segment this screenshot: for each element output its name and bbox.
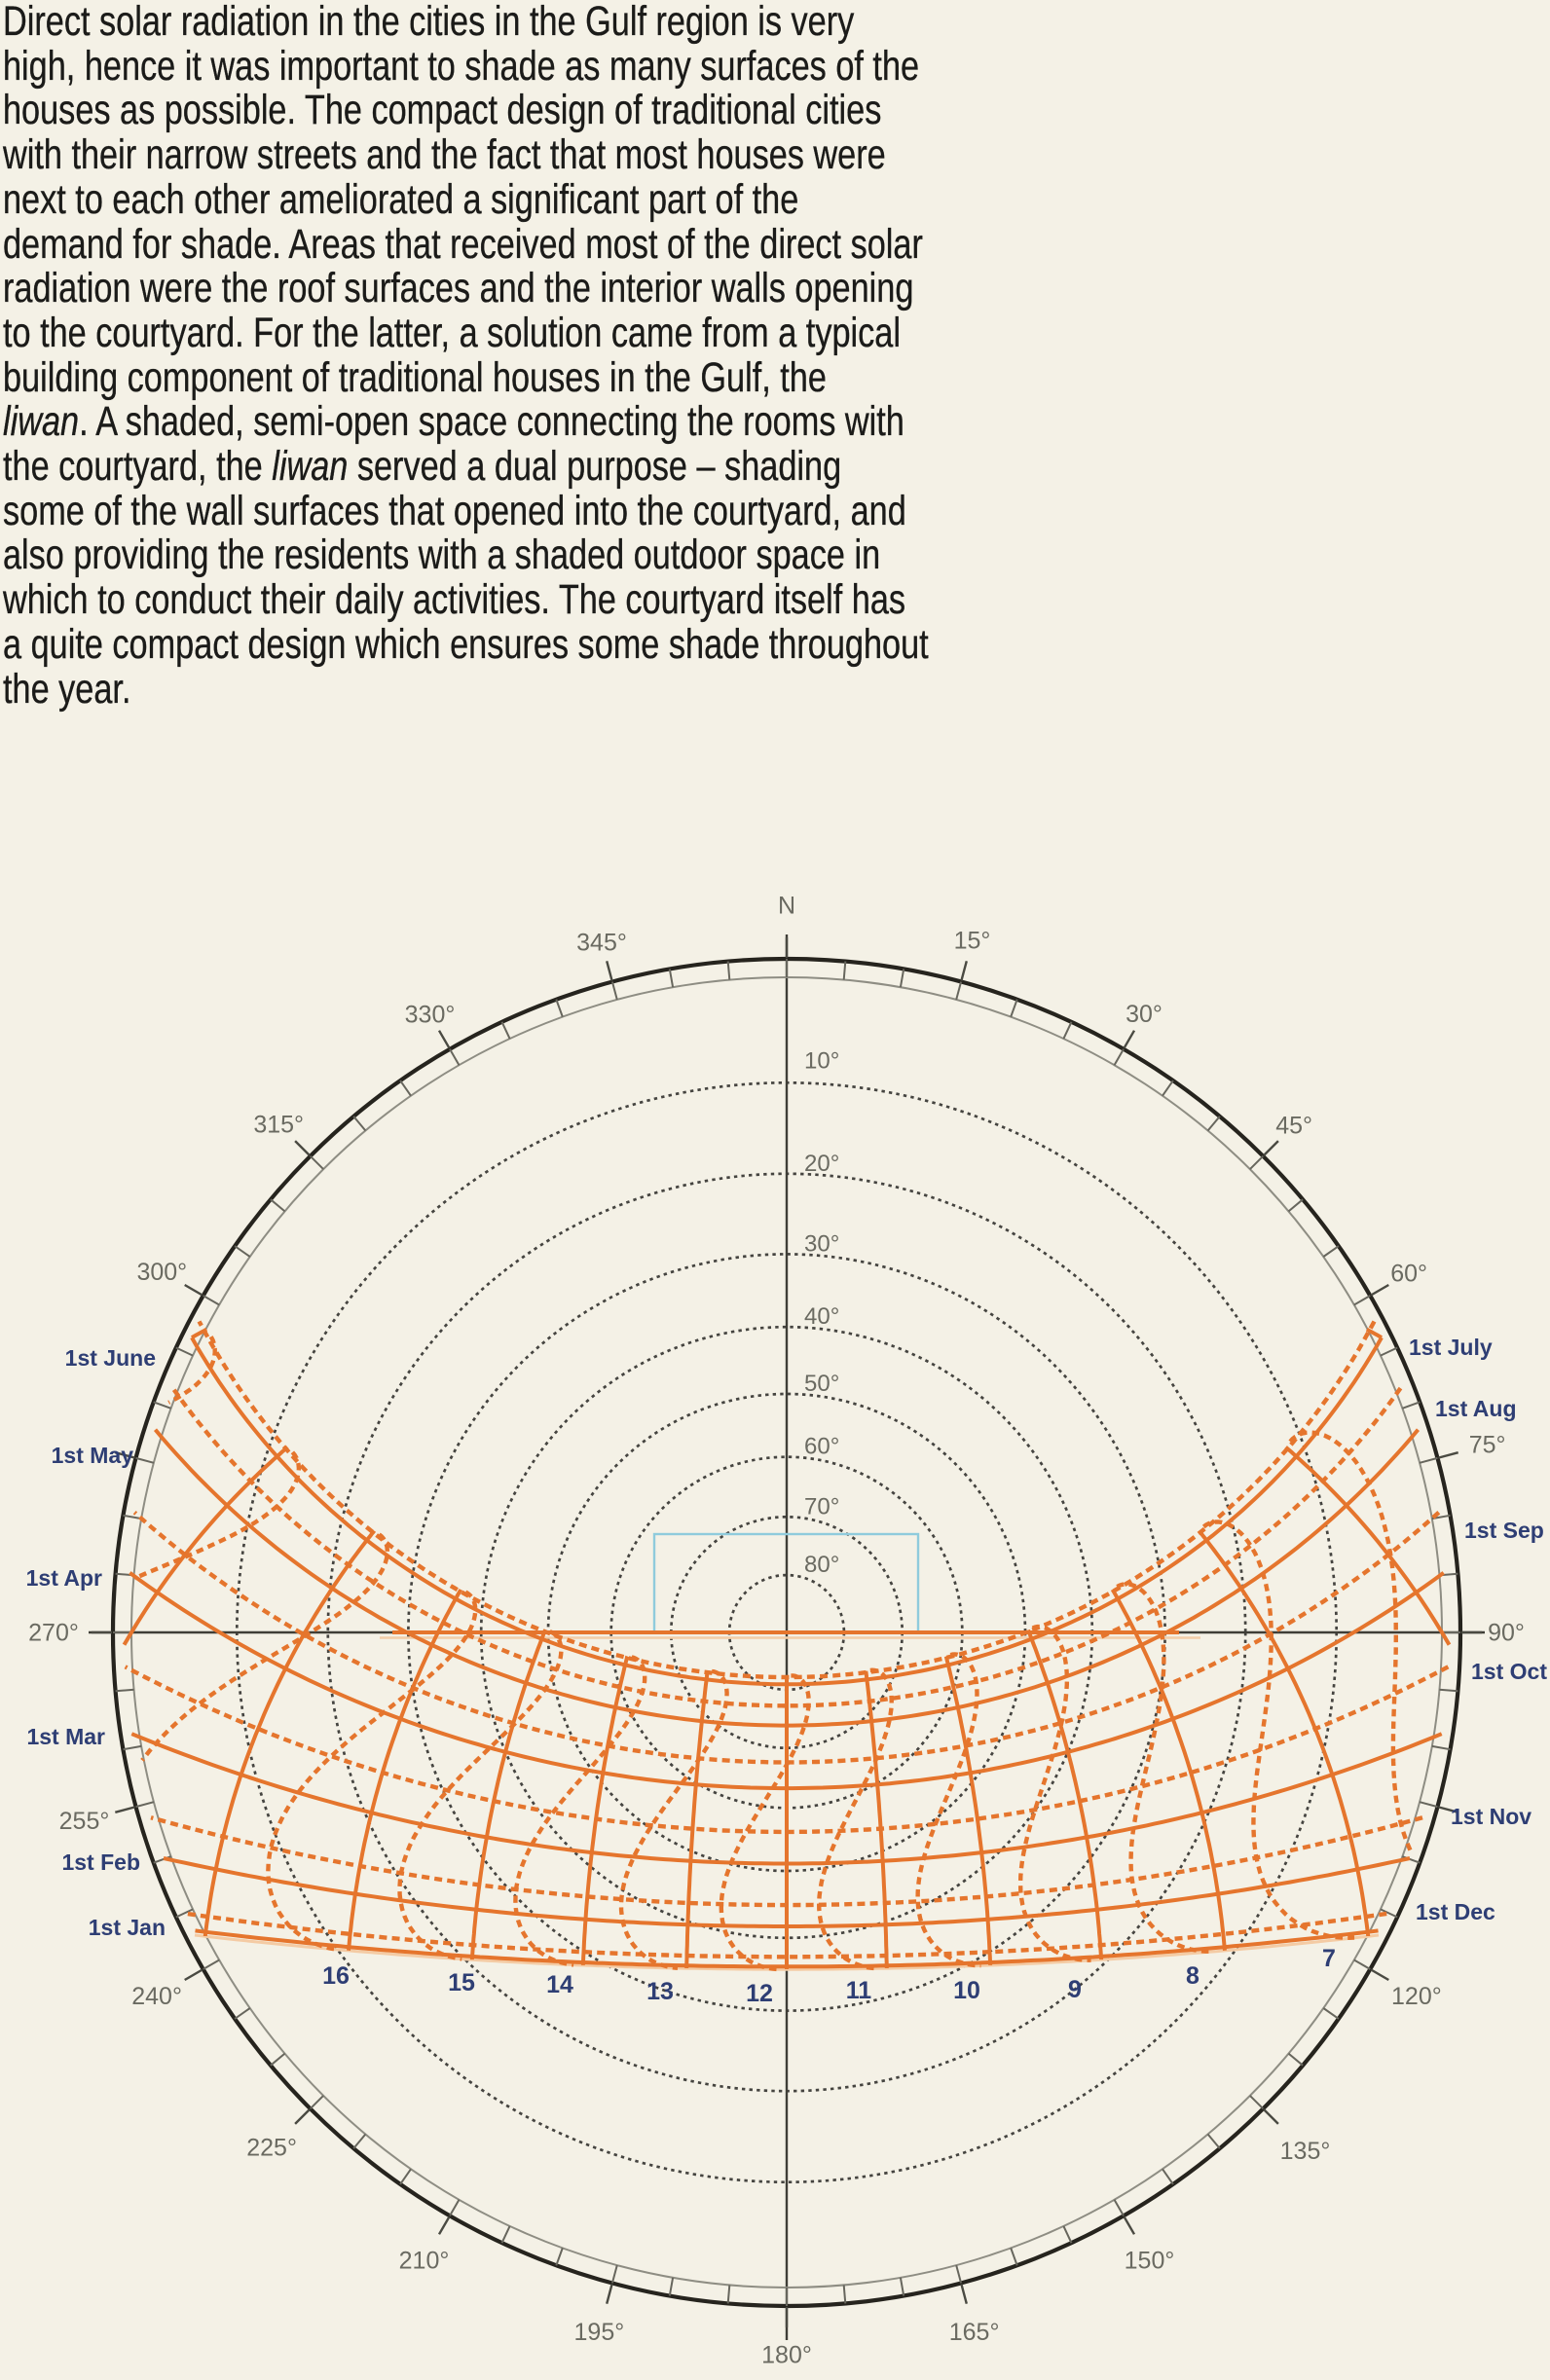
svg-text:13: 13: [646, 1978, 674, 2005]
svg-text:12: 12: [746, 1980, 773, 2007]
svg-text:10: 10: [953, 1977, 980, 2004]
svg-text:40°: 40°: [804, 1303, 839, 1330]
svg-text:14: 14: [546, 1971, 573, 1998]
svg-text:1st Aug: 1st Aug: [1435, 1396, 1517, 1421]
svg-text:30°: 30°: [804, 1230, 839, 1257]
svg-text:30°: 30°: [1126, 1001, 1162, 1028]
svg-text:210°: 210°: [399, 2248, 450, 2275]
svg-text:60°: 60°: [1390, 1261, 1427, 1288]
svg-text:1st Nov: 1st Nov: [1451, 1804, 1532, 1829]
svg-text:1st Jan: 1st Jan: [89, 1915, 166, 1940]
svg-text:1st Mar: 1st Mar: [26, 1724, 105, 1749]
svg-text:15°: 15°: [954, 928, 991, 955]
svg-text:315°: 315°: [253, 1112, 304, 1139]
svg-text:150°: 150°: [1125, 2248, 1175, 2275]
svg-text:345°: 345°: [576, 930, 627, 957]
svg-text:165°: 165°: [949, 2319, 1000, 2346]
svg-text:195°: 195°: [574, 2319, 625, 2346]
svg-text:15: 15: [448, 1969, 475, 1996]
svg-text:240°: 240°: [131, 1983, 182, 2010]
svg-text:1st Sep: 1st Sep: [1464, 1518, 1544, 1543]
svg-text:N: N: [778, 893, 795, 920]
svg-text:80°: 80°: [804, 1552, 839, 1578]
svg-text:1st Oct: 1st Oct: [1471, 1659, 1547, 1684]
svg-text:300°: 300°: [136, 1259, 187, 1286]
svg-text:60°: 60°: [804, 1434, 839, 1460]
svg-text:1st Feb: 1st Feb: [61, 1849, 140, 1875]
svg-text:255°: 255°: [59, 1808, 110, 1835]
svg-text:270°: 270°: [28, 1620, 79, 1647]
svg-text:1st Apr: 1st Apr: [26, 1565, 102, 1591]
svg-text:1st May: 1st May: [52, 1443, 134, 1468]
svg-text:10°: 10°: [804, 1047, 839, 1074]
svg-text:7: 7: [1322, 1945, 1336, 1972]
svg-text:70°: 70°: [804, 1493, 839, 1520]
svg-text:20°: 20°: [804, 1151, 839, 1177]
svg-text:1st July: 1st July: [1409, 1335, 1493, 1360]
svg-text:1st June: 1st June: [65, 1345, 156, 1371]
svg-text:8: 8: [1186, 1962, 1199, 1990]
svg-text:180°: 180°: [761, 2342, 812, 2369]
svg-text:120°: 120°: [1391, 1983, 1442, 2010]
svg-text:75°: 75°: [1469, 1432, 1506, 1459]
svg-text:90°: 90°: [1488, 1620, 1525, 1647]
svg-text:9: 9: [1068, 1976, 1082, 2003]
svg-text:330°: 330°: [405, 1002, 456, 1029]
svg-text:225°: 225°: [246, 2134, 297, 2161]
svg-text:50°: 50°: [804, 1371, 839, 1397]
svg-text:1st Dec: 1st Dec: [1416, 1899, 1495, 1924]
svg-text:135°: 135°: [1280, 2138, 1331, 2165]
svg-text:16: 16: [322, 1962, 350, 1990]
svg-text:11: 11: [846, 1977, 872, 2004]
svg-text:45°: 45°: [1275, 1112, 1312, 1139]
